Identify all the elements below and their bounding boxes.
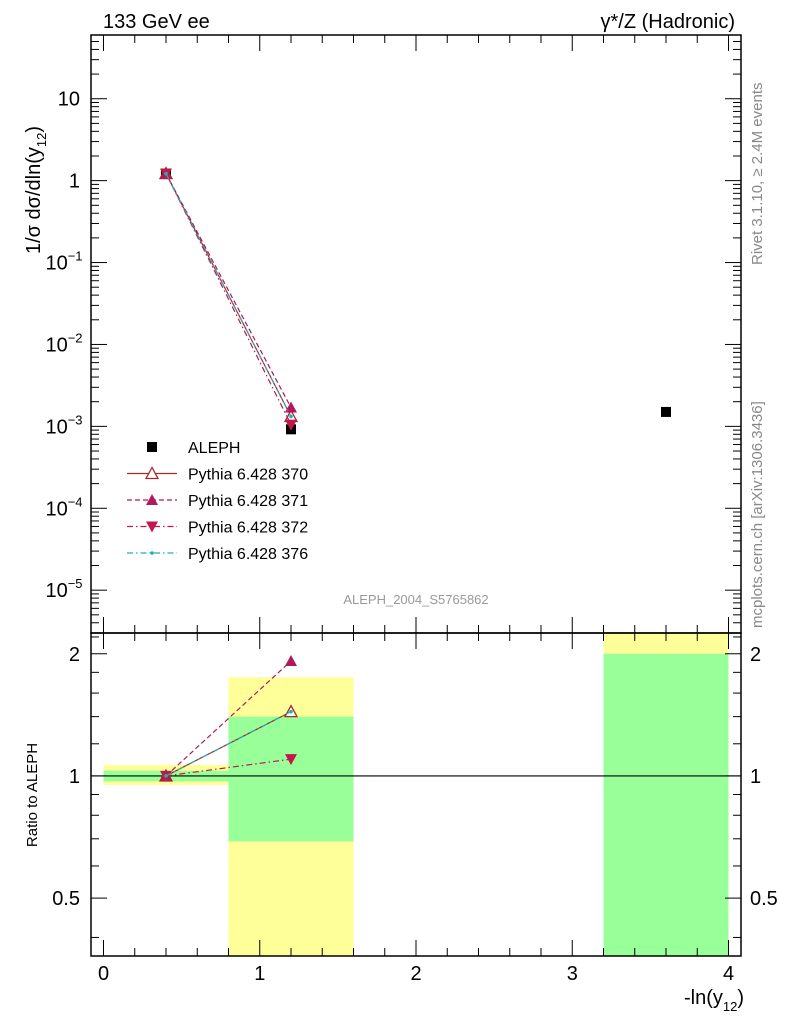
ratio-point-p371 xyxy=(285,654,297,666)
x-tick-label: 4 xyxy=(723,963,734,985)
ratio-y-axis-label: Ratio to ALEPH xyxy=(24,743,41,847)
main-line-p371 xyxy=(165,173,292,408)
main-y-tick-label: 10 xyxy=(58,89,80,111)
legend-marker-p372 xyxy=(146,521,158,533)
ratio-bands xyxy=(103,633,729,956)
main-line-p372 xyxy=(165,173,292,425)
energy-label: 133 GeV ee xyxy=(103,11,210,33)
main-plot-frame xyxy=(90,34,742,634)
legend-marker-aleph xyxy=(147,442,157,452)
ratio-line-p372 xyxy=(165,758,292,777)
legend-label-p372: Pythia 6.428 372 xyxy=(188,520,308,537)
process-label: γ*/Z (Hadronic) xyxy=(601,11,735,33)
legend-marker-p376 xyxy=(150,551,154,555)
data-series xyxy=(158,166,671,782)
main-y-tick-label: 10−1 xyxy=(45,249,82,275)
ratio-point-p372 xyxy=(285,754,297,766)
main-point-p371 xyxy=(285,401,297,413)
legend-label-aleph: ALEPH xyxy=(188,440,240,457)
main-y-axis-label: 1/σ dσ/dln(y12) xyxy=(23,126,49,254)
legend-marker-p371 xyxy=(146,494,158,505)
legend-label-p376: Pythia 6.428 376 xyxy=(188,546,308,563)
legend: ALEPH Pythia 6.428 370 Pythia 6.428 371 Pyt… xyxy=(127,440,308,563)
ratio-y-tick-label-right: 0.5 xyxy=(750,888,778,910)
analysis-id-label: ALEPH_2004_S5765862 xyxy=(343,592,488,607)
x-tick-label: 2 xyxy=(410,963,421,985)
x-tick-label: 1 xyxy=(254,963,265,985)
ratio-y-tick-label-right: 1 xyxy=(750,766,761,788)
main-y-tick-label: 10−4 xyxy=(45,494,82,520)
legend-marker-p370 xyxy=(144,466,160,480)
ratio-y-tick-label-right: 2 xyxy=(750,644,761,666)
x-tick-label: 3 xyxy=(567,963,578,985)
mcplots-label: mcplots.cern.ch [arXiv:1306.3436] xyxy=(749,401,766,628)
ratio-point-p376 xyxy=(289,709,293,714)
ratio-y-tick-label: 0.5 xyxy=(52,888,80,910)
x-tick-label: 0 xyxy=(98,963,109,985)
frames-and-ticks: 10 1 10−1 10−2 10−3 10−4 10−5 0 1 2 3 4 0.5 0.5 1 1 2 2 xyxy=(45,34,778,985)
ratio-band-inner-2 xyxy=(603,653,729,956)
ratio-y-tick-label: 2 xyxy=(69,644,80,666)
x-axis-label: -ln(y12) xyxy=(684,987,744,1014)
main-y-tick-label: 10−5 xyxy=(45,576,82,602)
main-point-p376 xyxy=(164,171,168,176)
main-line-p376 xyxy=(165,173,292,417)
rivet-label: Rivet 3.1.10, ≥ 2.4M events xyxy=(749,83,766,266)
legend-label-p370: Pythia 6.428 370 xyxy=(188,467,308,484)
ratio-line-p371 xyxy=(165,660,292,777)
legend-label-p371: Pythia 6.428 371 xyxy=(188,493,308,510)
main-point-p376 xyxy=(289,414,293,419)
ratio-band-inner-1 xyxy=(228,716,354,842)
main-y-tick-label: 1 xyxy=(69,171,80,193)
ratio-y-tick-label: 1 xyxy=(69,766,80,788)
main-point-p372 xyxy=(285,419,297,431)
ratio-line-p376 xyxy=(165,711,292,777)
main-y-tick-label: 10−3 xyxy=(45,412,82,438)
ratio-point-p376 xyxy=(164,774,168,778)
main-point-aleph xyxy=(661,406,671,417)
main-y-tick-label: 10−2 xyxy=(45,330,82,356)
